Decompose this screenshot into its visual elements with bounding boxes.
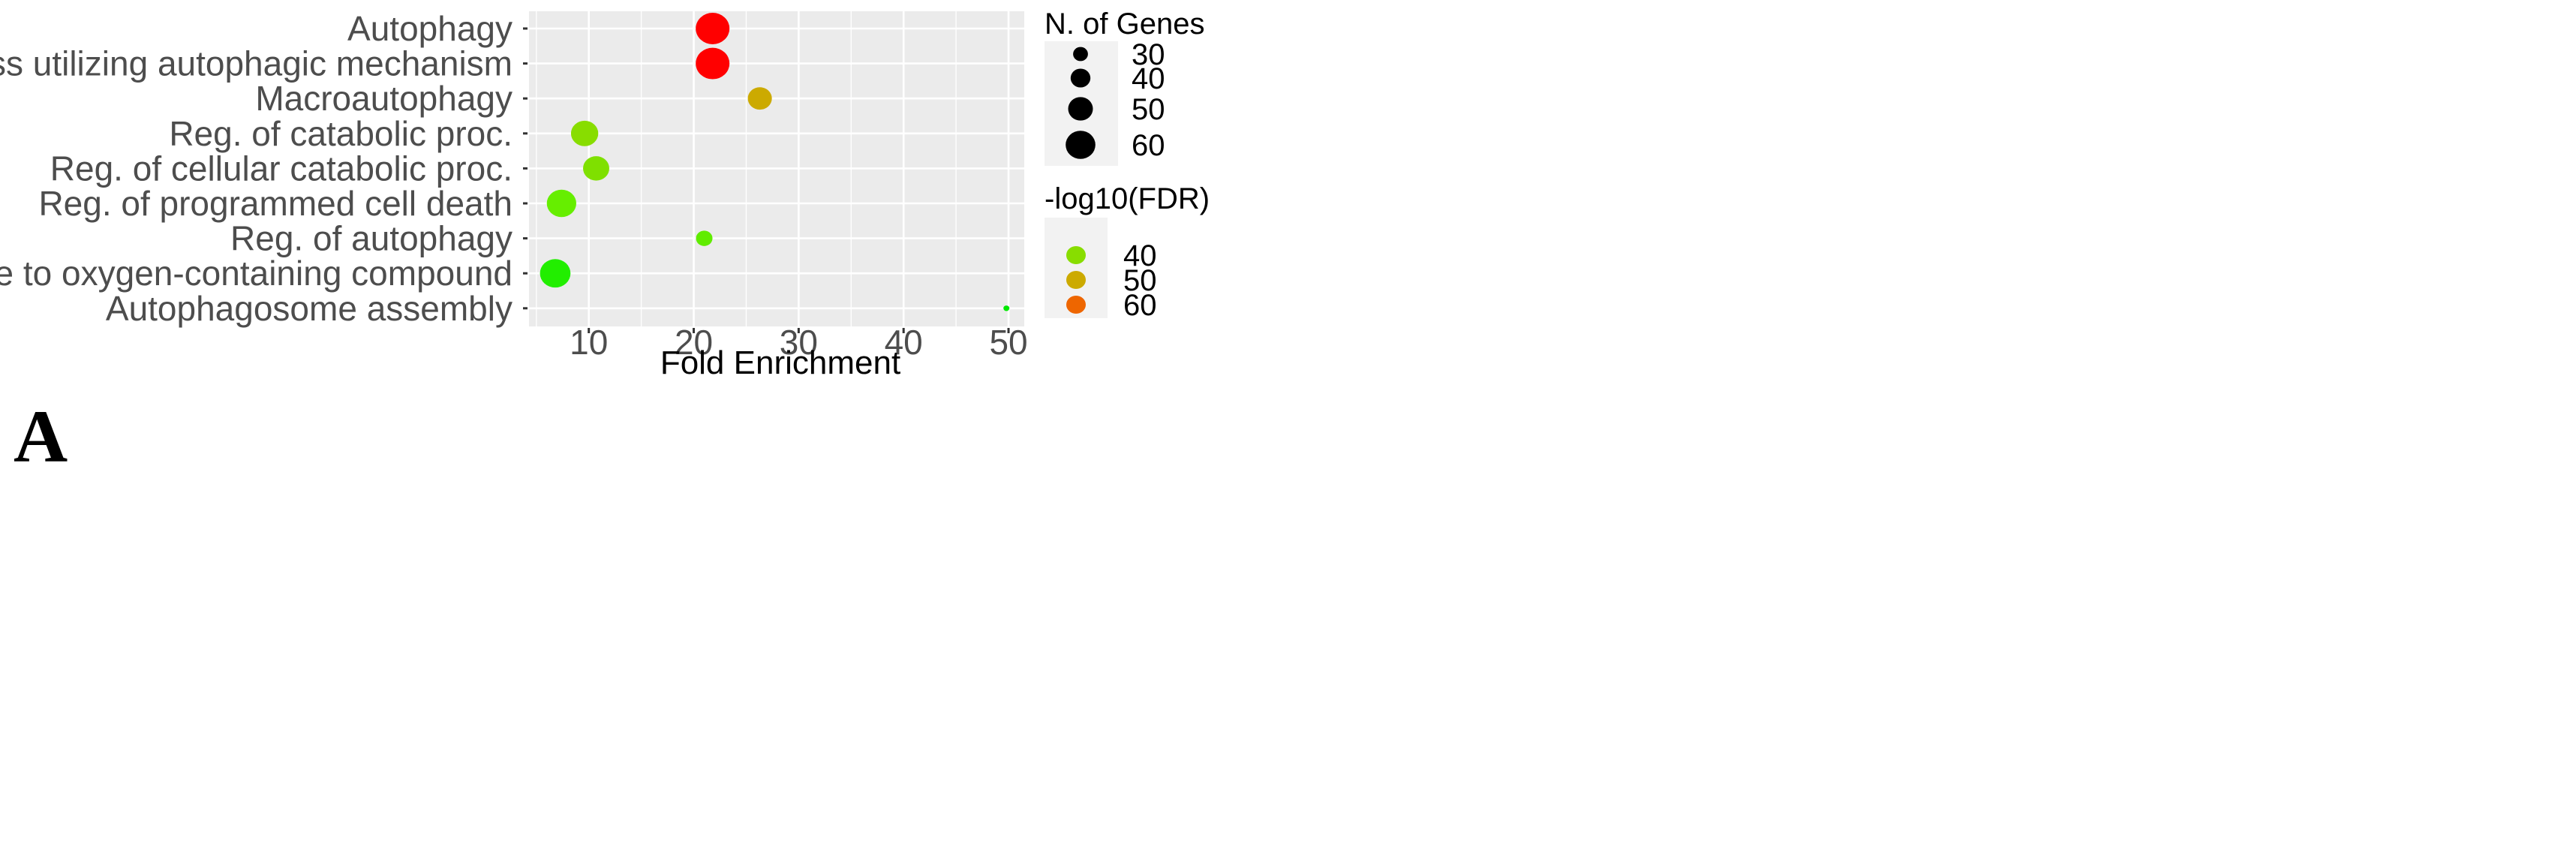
size-legend-label: 30 xyxy=(1132,38,1165,71)
size-legend-key xyxy=(1066,131,1096,159)
data-point xyxy=(696,47,730,80)
panel-label: A xyxy=(14,395,68,478)
size-legend-label: 40 xyxy=(1132,62,1165,95)
x-axis-title: Fold Enrichment xyxy=(660,344,900,381)
size-legend-label: 60 xyxy=(1132,129,1165,162)
y-axis: AutophagyProcess utilizing autophagic me… xyxy=(0,9,528,328)
y-tick-label: Reg. of autophagy xyxy=(230,219,512,258)
x-tick-label: 30 xyxy=(780,323,818,362)
data-point xyxy=(540,259,571,288)
size-legend-key xyxy=(1068,97,1093,121)
x-tick-label: 20 xyxy=(675,323,713,362)
plot-panel xyxy=(529,11,1024,326)
data-point xyxy=(1003,305,1010,311)
y-tick-label: Autophagy xyxy=(347,9,512,48)
x-axis: 10 20 30 40 50 xyxy=(570,323,1027,362)
y-tick-label: Reg. of catabolic proc. xyxy=(169,114,512,153)
data-point xyxy=(583,156,609,181)
y-tick-label: Autophagosome assembly xyxy=(106,289,512,328)
data-point xyxy=(696,13,730,44)
data-point xyxy=(696,230,713,246)
color-legend-key xyxy=(1066,271,1086,289)
data-point xyxy=(570,120,599,146)
x-tick-label: 10 xyxy=(570,323,608,362)
color-legend-label: 40 xyxy=(1123,239,1157,272)
y-tick-label: Process utilizing autophagic mechanism xyxy=(0,44,512,83)
x-tick-label: 40 xyxy=(885,323,923,362)
y-tick-label: Response to oxygen-containing compound xyxy=(0,254,512,293)
size-legend-label: 50 xyxy=(1132,93,1165,126)
data-points xyxy=(540,13,1010,311)
major-gridlines xyxy=(529,11,1024,326)
y-tick-label: Reg. of programmed cell death xyxy=(38,184,512,223)
y-tick-label: Macroautophagy xyxy=(255,79,512,118)
color-legend-key xyxy=(1066,296,1086,314)
data-point xyxy=(747,87,772,110)
color-legend-label: 60 xyxy=(1123,289,1157,322)
color-legend-label: 50 xyxy=(1123,264,1157,297)
size-legend-key xyxy=(1070,68,1091,88)
x-tick-label: 50 xyxy=(989,323,1027,362)
size-legend-key xyxy=(1073,47,1088,62)
data-point xyxy=(546,189,576,218)
color-legend-title: -log10(FDR) xyxy=(1045,182,1210,215)
color-legend-key xyxy=(1066,246,1086,264)
y-tick-label: Reg. of cellular catabolic proc. xyxy=(50,149,512,188)
size-legend-title: N. of Genes xyxy=(1045,8,1204,41)
